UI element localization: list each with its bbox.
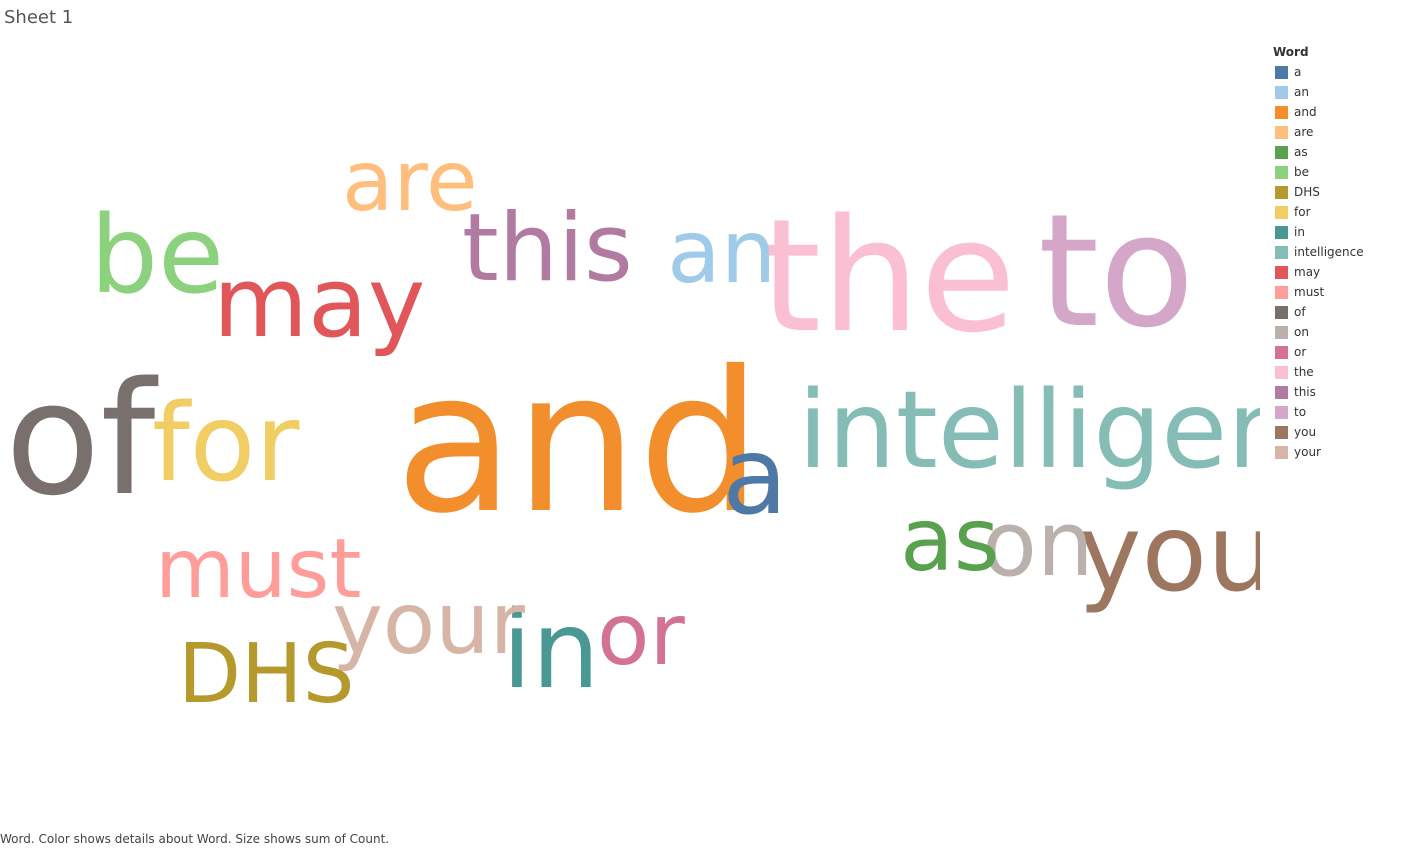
legend-label: may [1294, 265, 1321, 279]
word-are[interactable]: are [342, 132, 478, 230]
legend-swatch [1275, 425, 1288, 439]
legend-label: as [1294, 145, 1308, 159]
legend-label: of [1294, 305, 1306, 319]
legend-label: a [1294, 65, 1302, 79]
legend-item-intelligence[interactable]: intelligence [1273, 242, 1403, 262]
legend-swatch [1275, 125, 1288, 139]
legend-label: the [1294, 365, 1314, 379]
legend-swatch [1275, 445, 1288, 459]
sheet-title: Sheet 1 [4, 7, 74, 28]
legend-item-and[interactable]: and [1273, 102, 1403, 122]
word-as[interactable]: as [900, 489, 1000, 591]
legend-item-a[interactable]: a [1273, 62, 1403, 82]
legend-item-an[interactable]: an [1273, 82, 1403, 102]
legend-label: must [1294, 285, 1325, 299]
legend-item-may[interactable]: may [1273, 262, 1403, 282]
word-must[interactable]: must [155, 522, 361, 617]
legend-label: this [1294, 385, 1316, 399]
legend-item-or[interactable]: or [1273, 342, 1403, 362]
legend-label: an [1294, 85, 1309, 99]
word-be[interactable]: be [90, 193, 224, 318]
legend-item-dhs[interactable]: DHS [1273, 182, 1403, 202]
legend-label: and [1294, 105, 1317, 119]
legend-label: for [1294, 205, 1311, 219]
legend-title: Word [1273, 45, 1309, 59]
legend-swatch [1275, 285, 1288, 299]
legend-swatch [1275, 165, 1288, 179]
legend-label: on [1294, 325, 1309, 339]
word-on[interactable]: on [982, 493, 1094, 597]
word-and[interactable]: and [395, 329, 762, 556]
legend-swatch [1275, 385, 1288, 399]
legend-label: are [1294, 125, 1314, 139]
legend-swatch [1275, 105, 1288, 119]
legend-swatch [1275, 325, 1288, 339]
word-this[interactable]: this [462, 194, 633, 303]
word-a[interactable]: a [722, 414, 788, 539]
legend-swatch [1275, 405, 1288, 419]
word-in[interactable]: in [502, 588, 600, 713]
legend-swatch [1275, 145, 1288, 159]
legend-label: DHS [1294, 185, 1320, 199]
legend-swatch [1275, 85, 1288, 99]
word-intelligence[interactable]: intelligence [798, 368, 1260, 493]
legend-label: be [1294, 165, 1309, 179]
legend-item-are[interactable]: are [1273, 122, 1403, 142]
chart-caption: Word. Color shows details about Word. Si… [0, 832, 390, 846]
legend-item-be[interactable]: be [1273, 162, 1403, 182]
legend-item-for[interactable]: for [1273, 202, 1403, 222]
legend-swatch [1275, 225, 1288, 239]
legend-item-of[interactable]: of [1273, 302, 1403, 322]
legend-swatch [1275, 345, 1288, 359]
legend-item-to[interactable]: to [1273, 402, 1403, 422]
legend-item-as[interactable]: as [1273, 142, 1403, 162]
word-to[interactable]: to [1038, 180, 1195, 362]
word-dhs[interactable]: DHS [178, 627, 355, 722]
legend-swatch [1275, 305, 1288, 319]
legend-item-on[interactable]: on [1273, 322, 1403, 342]
legend-item-must[interactable]: must [1273, 282, 1403, 302]
legend-swatch [1275, 245, 1288, 259]
legend-swatch [1275, 365, 1288, 379]
legend-swatch [1275, 205, 1288, 219]
legend-label: you [1294, 425, 1317, 439]
word-or[interactable]: or [597, 585, 685, 685]
word-the[interactable]: the [760, 185, 1016, 367]
legend-item-in[interactable]: in [1273, 222, 1403, 242]
legend-item-you[interactable]: you [1273, 422, 1403, 442]
legend-swatch [1275, 185, 1288, 199]
legend-items: a an and are as be DHS for in intelligence may must… [1273, 62, 1403, 462]
legend-item-your[interactable]: your [1273, 442, 1403, 462]
word-your[interactable]: your [332, 574, 526, 674]
legend-label: in [1294, 225, 1305, 239]
legend-label: or [1294, 345, 1307, 359]
word-you[interactable]: you [1078, 491, 1260, 616]
legend-label: to [1294, 405, 1307, 419]
legend-label: your [1294, 445, 1321, 459]
legend-item-the[interactable]: the [1273, 362, 1403, 382]
word-of[interactable]: of [5, 348, 158, 530]
word-an[interactable]: an [667, 201, 776, 303]
word-for[interactable]: for [152, 381, 300, 506]
legend-label: intelligence [1294, 245, 1364, 259]
word-may[interactable]: may [213, 245, 425, 359]
legend: Word a an and are as be DHS for in intelligence ma… [1273, 45, 1403, 462]
legend-swatch [1275, 265, 1288, 279]
legend-item-this[interactable]: this [1273, 382, 1403, 402]
legend-swatch [1275, 65, 1288, 79]
